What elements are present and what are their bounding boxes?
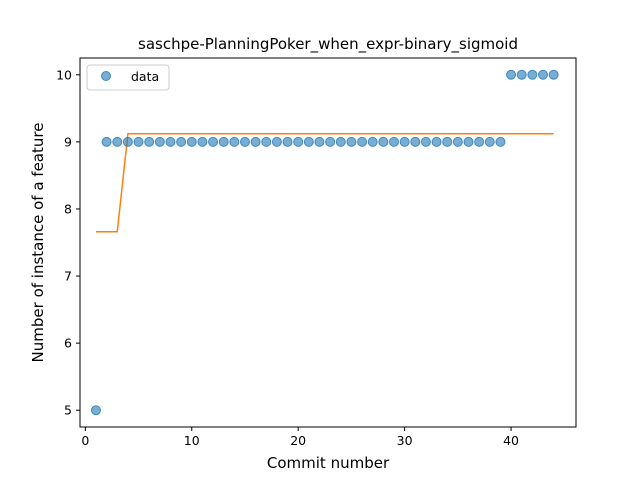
y-tick-label: 8 bbox=[64, 201, 72, 216]
data-point bbox=[420, 136, 431, 147]
data-point bbox=[218, 136, 229, 147]
data-point bbox=[186, 136, 197, 147]
data-point bbox=[548, 69, 559, 80]
x-tick-label: 30 bbox=[397, 433, 413, 448]
data-points-layer bbox=[90, 69, 559, 416]
y-axis-label: Number of instance of a feature bbox=[29, 123, 47, 363]
data-point bbox=[101, 136, 112, 147]
fit-line-layer bbox=[95, 133, 554, 233]
data-point bbox=[357, 136, 368, 147]
data-point bbox=[325, 136, 336, 147]
x-axis-label: Commit number bbox=[267, 454, 390, 472]
data-point bbox=[314, 136, 325, 147]
data-point bbox=[293, 136, 304, 147]
x-tick-label: 0 bbox=[81, 433, 89, 448]
data-point bbox=[378, 136, 389, 147]
data-point bbox=[229, 136, 240, 147]
legend: data bbox=[86, 64, 170, 91]
x-tick-label: 40 bbox=[503, 433, 519, 448]
data-point bbox=[208, 136, 219, 147]
x-tick-label: 20 bbox=[290, 433, 306, 448]
data-point bbox=[399, 136, 410, 147]
data-point bbox=[474, 136, 485, 147]
data-point bbox=[463, 136, 474, 147]
data-point bbox=[335, 136, 346, 147]
data-point bbox=[261, 136, 272, 147]
chart-title: saschpe-PlanningPoker_when_expr-binary_s… bbox=[138, 35, 518, 54]
data-point bbox=[282, 136, 293, 147]
y-tick-label: 9 bbox=[64, 134, 72, 149]
y-tick-label: 6 bbox=[64, 336, 72, 351]
data-point bbox=[271, 136, 282, 147]
data-point bbox=[303, 136, 314, 147]
data-point bbox=[165, 136, 176, 147]
data-point bbox=[239, 136, 250, 147]
y-tick-label: 5 bbox=[64, 403, 72, 418]
legend-label-data: data bbox=[131, 69, 159, 84]
data-point bbox=[388, 136, 399, 147]
fit-line bbox=[95, 133, 554, 233]
data-point bbox=[367, 136, 378, 147]
data-point bbox=[112, 136, 123, 147]
data-point bbox=[176, 136, 187, 147]
legend-marker-data bbox=[101, 71, 111, 81]
data-point bbox=[516, 69, 527, 80]
data-point bbox=[410, 136, 421, 147]
x-tick-label: 10 bbox=[184, 433, 200, 448]
data-point bbox=[346, 136, 357, 147]
data-point bbox=[442, 136, 453, 147]
data-point bbox=[154, 136, 165, 147]
data-point bbox=[495, 136, 506, 147]
data-point bbox=[90, 405, 101, 416]
data-point bbox=[506, 69, 517, 80]
data-point bbox=[452, 136, 463, 147]
data-point bbox=[144, 136, 155, 147]
data-point bbox=[527, 69, 538, 80]
data-point bbox=[431, 136, 442, 147]
data-point bbox=[122, 136, 133, 147]
y-axis-ticks: 5 6 7 8 9 10 bbox=[56, 67, 80, 418]
data-point bbox=[538, 69, 548, 80]
y-tick-label: 10 bbox=[56, 67, 72, 82]
plot-frame bbox=[79, 57, 577, 428]
y-tick-label: 7 bbox=[64, 269, 72, 284]
data-point bbox=[197, 136, 208, 147]
data-point bbox=[133, 136, 144, 147]
data-point bbox=[250, 136, 261, 147]
data-point bbox=[484, 136, 495, 147]
x-axis-ticks: 0 10 20 30 40 bbox=[81, 427, 519, 448]
